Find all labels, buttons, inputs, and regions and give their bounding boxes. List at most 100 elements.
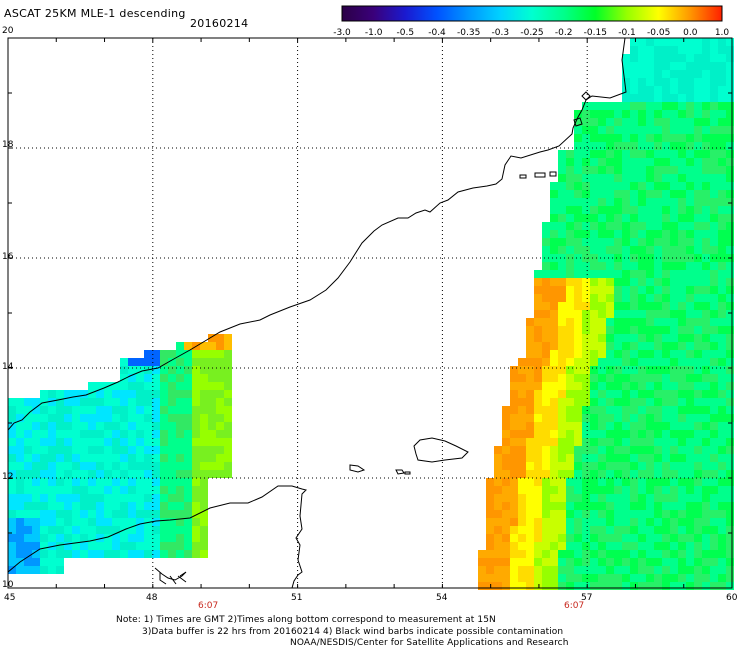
swath-cell [710,422,718,430]
swath-cell [574,446,582,454]
swath-cell [726,62,734,70]
swath-cell [80,534,88,542]
swath-cell [694,334,702,342]
swath-cell [614,294,622,302]
swath-cell [160,398,168,406]
swath-cell [550,406,558,414]
swath-cell [574,118,582,126]
swath-cell [630,190,638,198]
swath-cell [582,502,590,510]
swath-cell [702,334,710,342]
colorbar-tick-label: -0.05 [647,28,671,38]
swath-cell [638,302,646,310]
swath-cell [662,438,670,446]
swath-cell [630,390,638,398]
swath-cell [136,382,144,390]
swath-cell [678,486,686,494]
swath-cell [678,462,686,470]
swath-cell [144,382,152,390]
swath-cell [16,470,24,478]
colorbar-tick-label: -0.4 [428,28,446,38]
swath-cell [686,222,694,230]
swath-cell [72,422,80,430]
swath-cell [566,342,574,350]
swath-cell [590,518,598,526]
swath-cell [710,134,718,142]
swath-cell [590,350,598,358]
swath-cell [646,166,654,174]
swath-cell [534,310,542,318]
swath-cell [718,150,726,158]
swath-cell [630,494,638,502]
swath-cell [590,566,598,574]
swath-cell [550,310,558,318]
swath-cell [606,198,614,206]
swath-cell [518,438,526,446]
swath-cell [112,382,120,390]
swath-cell [558,534,566,542]
swath-cell [726,174,734,182]
swath-cell [176,534,184,542]
swath-cell [710,566,718,574]
swath-cell [686,150,694,158]
swath-cell [662,62,670,70]
swath-cell [694,214,702,222]
swath-cell [566,174,574,182]
swath-cell [630,542,638,550]
swath-cell [710,62,718,70]
swath-cell [614,166,622,174]
swath-cell [184,438,192,446]
swath-cell [702,254,710,262]
swath-cell [144,478,152,486]
swath-cell [614,222,622,230]
swath-cell [526,478,534,486]
swath-cell [654,174,662,182]
swath-cell [654,110,662,118]
swath-cell [726,318,734,326]
swath-cell [550,462,558,470]
swath-cell [686,238,694,246]
swath-cell [614,510,622,518]
swath-cell [56,550,64,558]
swath-cell [622,214,630,222]
swath-cell [638,294,646,302]
swath-cell [694,62,702,70]
swath-cell [566,382,574,390]
swath-cell [630,382,638,390]
swath-cell [598,262,606,270]
swath-cell [518,406,526,414]
swath-cell [80,462,88,470]
swath-cell [718,302,726,310]
swath-cell [510,486,518,494]
swath-cell [574,534,582,542]
swath-cell [502,542,510,550]
swath-cell [726,478,734,486]
swath-cell [710,166,718,174]
swath-cell [718,502,726,510]
swath-cell [144,406,152,414]
swath-cell [638,366,646,374]
swath-cell [622,550,630,558]
swath-cell [558,270,566,278]
swath-cell [702,510,710,518]
swath-cell [216,342,224,350]
swath-cell [598,430,606,438]
swath-cell [566,214,574,222]
swath-cell [566,398,574,406]
swath-cell [534,454,542,462]
swath-cell [526,422,534,430]
swath-cell [654,350,662,358]
swath-cell [550,334,558,342]
swath-cell [136,454,144,462]
swath-cell [120,430,128,438]
swath-cell [192,350,200,358]
swath-cell [566,358,574,366]
swath-cell [48,550,56,558]
swath-cell [582,438,590,446]
swath-cell [678,574,686,582]
swath-cell [208,350,216,358]
swath-cell [502,502,510,510]
swath-cell [630,374,638,382]
swath-cell [670,518,678,526]
swath-cell [598,358,606,366]
